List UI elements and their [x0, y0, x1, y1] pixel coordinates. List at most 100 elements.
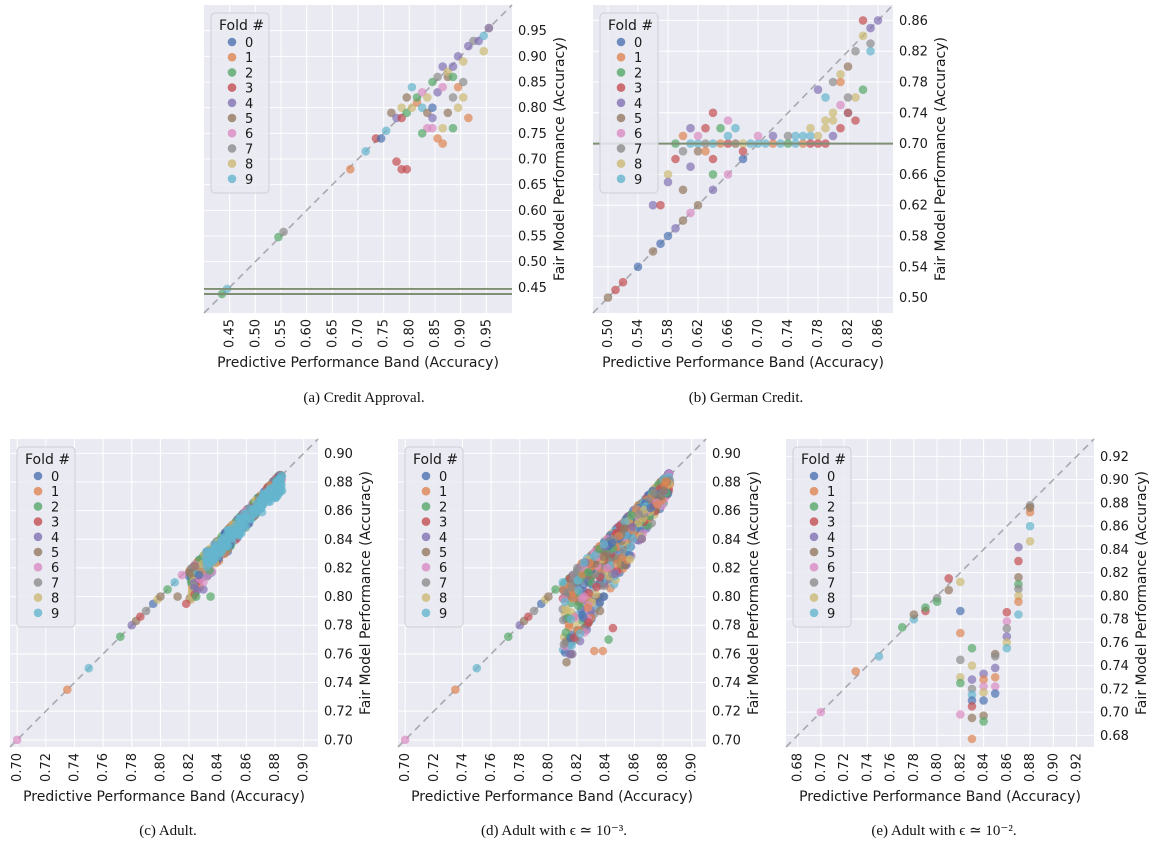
data-point	[559, 639, 569, 649]
data-point	[649, 488, 658, 498]
legend-marker	[809, 532, 819, 542]
panel-caption: (d) Adult with ϵ ≃ 10⁻³.	[481, 823, 627, 839]
data-point	[438, 123, 448, 133]
legend-box	[16, 446, 76, 628]
data-point	[453, 103, 463, 112]
legend-entry-label: 3	[245, 82, 253, 97]
data-point	[1002, 624, 1012, 633]
data-point	[392, 157, 401, 166]
data-point	[237, 519, 246, 528]
y-axis-label: Fair Model Performance (Accuracy)	[746, 471, 762, 715]
x-tick-label: 0.74	[67, 753, 82, 782]
legend-marker	[421, 486, 431, 496]
data-point	[753, 131, 763, 141]
data-point	[584, 567, 593, 577]
y-tick-label: 0.62	[899, 199, 928, 214]
y-tick-label: 0.84	[1100, 543, 1129, 558]
legend-marker	[616, 37, 626, 47]
legend-marker	[33, 471, 43, 481]
data-point	[221, 542, 231, 551]
legend-entry-label: 9	[827, 607, 835, 622]
data-point	[843, 93, 853, 102]
data-point	[448, 123, 458, 133]
x-tick-label: 0.84	[977, 753, 992, 782]
data-point	[417, 129, 427, 138]
y-tick-label: 0.58	[899, 230, 928, 245]
data-point	[620, 517, 630, 527]
legend-marker	[616, 113, 626, 123]
x-axis-label: Predictive Performance Band (Accuracy)	[411, 789, 693, 805]
data-point	[84, 663, 94, 673]
y-tick-label: 0.92	[1100, 450, 1129, 465]
legend-marker	[33, 532, 43, 542]
data-point	[806, 123, 815, 133]
y-tick-label: 0.75	[518, 127, 547, 142]
legend-entry-label: 4	[439, 531, 447, 546]
data-point	[633, 262, 643, 272]
y-tick-label: 0.72	[1100, 682, 1129, 697]
data-point	[567, 582, 576, 592]
legend-entry-label: 1	[245, 51, 253, 66]
legend-entry-label: 1	[634, 51, 642, 66]
data-point	[716, 123, 725, 133]
x-tick-label: 0.74	[781, 319, 796, 348]
data-point	[821, 116, 830, 125]
legend-marker	[616, 52, 626, 62]
data-point	[836, 77, 845, 87]
x-tick-label: 0.74	[860, 753, 875, 782]
legend-entry-label: 5	[51, 546, 59, 561]
y-tick-label: 0.65	[518, 178, 547, 193]
data-point	[591, 550, 600, 560]
data-point	[990, 689, 1000, 698]
data-point	[448, 62, 458, 71]
data-point	[806, 131, 815, 141]
y-tick-label: 0.82	[899, 45, 928, 60]
legend-title: Fold #	[801, 452, 846, 468]
legend-marker	[227, 52, 237, 62]
data-point	[562, 606, 571, 616]
data-point	[663, 170, 673, 179]
data-point	[956, 628, 965, 638]
x-tick-label: 0.85	[428, 319, 443, 348]
legend-title: Fold #	[608, 18, 653, 34]
data-point	[866, 23, 875, 33]
x-tick-label: 0.90	[454, 319, 469, 348]
data-point	[1014, 556, 1023, 566]
data-point	[565, 649, 575, 659]
data-point	[381, 126, 391, 136]
x-tick-label: 0.58	[661, 319, 676, 348]
y-tick-label: 0.55	[518, 230, 547, 245]
data-point	[858, 85, 868, 94]
y-tick-label: 0.90	[1100, 473, 1129, 488]
data-point	[708, 185, 718, 195]
y-axis-label: Fair Model Performance (Accuracy)	[933, 37, 949, 281]
data-point	[602, 563, 612, 573]
data-point	[173, 592, 182, 601]
data-point	[199, 577, 208, 587]
panel-adult-eps-1e-3: 0.70 0.72 0.74 0.76 0.78 0.80 0.82 0.84 0.86 0.88…	[397, 438, 762, 839]
legend-entry-label: 2	[634, 66, 642, 81]
data-point	[791, 131, 800, 141]
legend-marker	[227, 83, 237, 92]
y-tick-label: 0.90	[712, 447, 741, 462]
x-tick-label: 0.80	[930, 753, 945, 782]
x-tick-label: 0.54	[631, 319, 646, 348]
legend-entry-label: 4	[634, 97, 642, 112]
legend-marker	[227, 174, 237, 184]
legend-entry-label: 1	[827, 485, 835, 500]
legend-marker	[616, 68, 626, 77]
y-tick-label: 0.86	[324, 504, 353, 519]
data-point	[851, 46, 860, 56]
x-tick-label: 0.76	[96, 753, 111, 782]
legend-marker	[227, 159, 237, 168]
data-point	[589, 646, 599, 656]
data-point	[678, 185, 688, 195]
data-point	[646, 503, 655, 513]
y-tick-label: 0.74	[899, 106, 928, 121]
x-tick-label: 0.70	[351, 319, 366, 348]
y-tick-label: 0.50	[518, 255, 547, 270]
legend-box	[404, 446, 464, 628]
legend-marker	[616, 144, 626, 153]
legend-entry-label: 3	[634, 82, 642, 97]
legend-entry-label: 1	[439, 485, 447, 500]
